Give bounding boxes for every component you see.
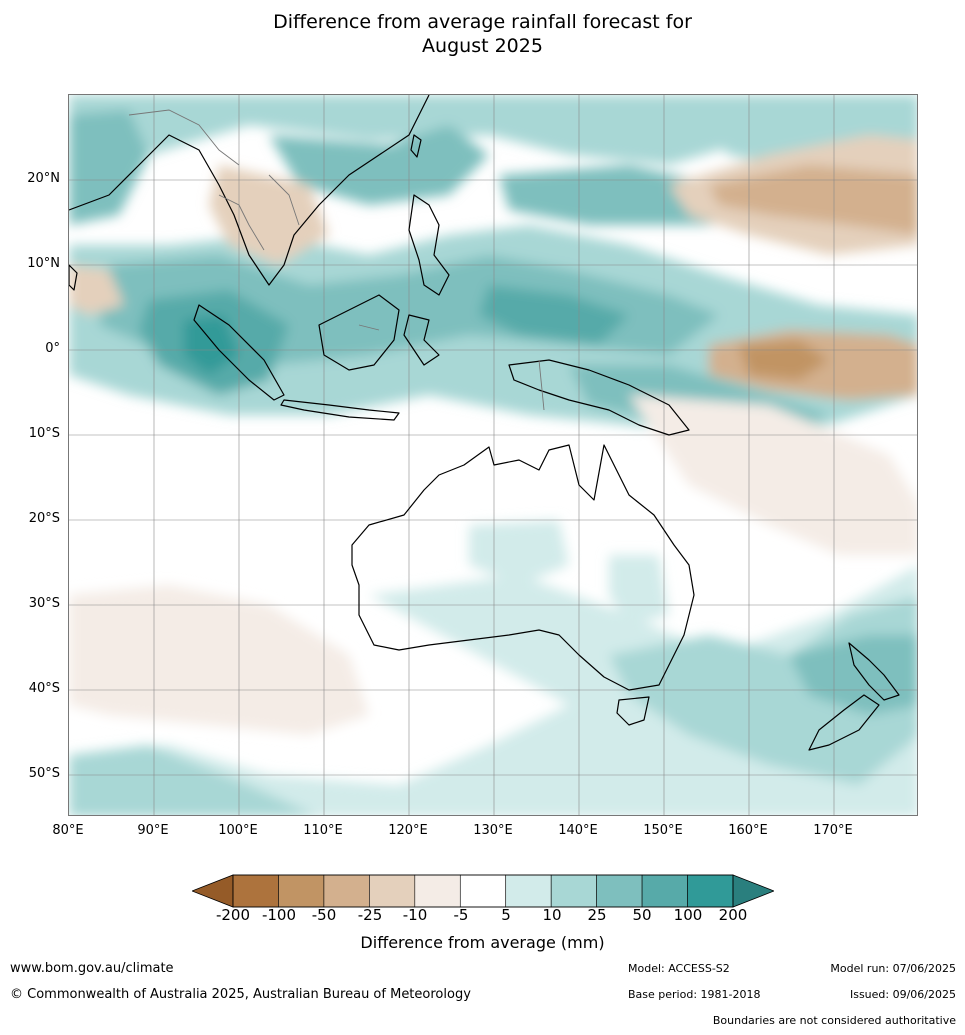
base-period: Base period: 1981-2018: [628, 988, 761, 1001]
country-boundaries: [128, 109, 545, 411]
lon-label-90e: 90°E: [137, 823, 169, 838]
lat-label-10n: 10°N: [27, 256, 60, 271]
asia-mainland: [69, 95, 430, 286]
lon-label-140e: 140°E: [558, 823, 598, 838]
lon-label-80e: 80°E: [52, 823, 84, 838]
colorbar-bin-6: [505, 874, 552, 908]
colorbar-frame: [232, 874, 734, 908]
lat-label-equator: 0°: [45, 341, 60, 356]
lon-label-130e: 130°E: [473, 823, 513, 838]
lat-label-20s: 20°S: [28, 511, 60, 526]
colorbar-label-5: -5: [453, 906, 469, 924]
anomaly-field: [69, 95, 917, 815]
colorbar-bin-1: [278, 874, 325, 908]
colorbar-label-6: 5: [501, 906, 511, 924]
colorbar-bin-9: [641, 874, 688, 908]
wet-region-coast-se: [609, 555, 669, 625]
colorbar-bin-3: [369, 874, 416, 908]
taiwan-outline: [410, 134, 422, 158]
colorbar-title: Difference from average (mm): [360, 933, 605, 952]
wet-region-core-pacific: [479, 285, 629, 345]
lat-label-10s: 10°S: [28, 426, 60, 441]
sumatra-outline: [193, 304, 285, 401]
chart-title: Difference from average rainfall forecas…: [0, 10, 965, 58]
colorbar: [192, 874, 774, 908]
dry-region-southern-indian-ocean-light: [69, 585, 369, 735]
lat-label-40s: 40°S: [28, 681, 60, 696]
boundaries-disclaimer: Boundaries are not considered authoritat…: [712, 1014, 956, 1027]
colorbar-label-0: -200: [215, 906, 251, 924]
wet-region-core-sumatra-inner: [184, 315, 239, 375]
colorbar-label-1: -100: [261, 906, 297, 924]
colorbar-label-8: 25: [587, 906, 607, 924]
australia-outline: [351, 444, 695, 691]
colorbar-label-10: 100: [673, 906, 703, 924]
new-guinea-outline: [508, 359, 690, 436]
model-run-date: Model run: 07/06/2025: [830, 962, 956, 975]
java-outline: [280, 399, 400, 421]
coastlines: [69, 95, 900, 751]
lon-label-150e: 150°E: [643, 823, 683, 838]
lon-label-120e: 120°E: [388, 823, 428, 838]
colorbar-label-7: 10: [542, 906, 562, 924]
tasmania-outline: [616, 696, 650, 726]
wet-region-south-indian: [69, 745, 315, 815]
lat-label-30s: 30°S: [28, 596, 60, 611]
colorbar-extend-high: [732, 874, 774, 908]
lon-label-160e: 160°E: [728, 823, 768, 838]
lon-label-170e: 170°E: [813, 823, 853, 838]
colorbar-label-3: -25: [357, 906, 383, 924]
philippines-outline: [408, 194, 450, 296]
colorbar-label-2: -50: [311, 906, 337, 924]
map-canvas: [69, 95, 917, 815]
borneo-outline: [318, 294, 400, 371]
dry-region-sw-pacific-light: [629, 395, 917, 555]
colorbar-bin-7: [550, 874, 597, 908]
colorbar-bins: [232, 874, 734, 908]
wet-region-northwest: [69, 110, 149, 225]
dry-region-arabian-east: [69, 265, 124, 315]
wet-region-southern-ocean-core: [789, 635, 917, 715]
colorbar-bin-0: [232, 874, 279, 908]
colorbar-bin-2: [323, 874, 370, 908]
colorbar-bin-10: [687, 874, 734, 908]
new-zealand-north: [848, 642, 900, 701]
website-link[interactable]: www.bom.gov.au/climate: [10, 961, 174, 976]
graticule: [69, 95, 917, 815]
sulawesi-outline: [403, 314, 440, 366]
colorbar-label-9: 50: [632, 906, 652, 924]
issued-date: Issued: 09/06/2025: [849, 988, 956, 1001]
sri-lanka-outline: [69, 264, 78, 291]
dry-region-north-pacific-core: [709, 165, 917, 235]
colorbar-bin-4: [414, 874, 461, 908]
lat-label-50s: 50°S: [28, 766, 60, 781]
rainfall-map[interactable]: [68, 94, 918, 816]
copyright-text: © Commonwealth of Australia 2025, Austra…: [10, 987, 471, 1002]
colorbar-bin-8: [596, 874, 643, 908]
wet-region-southern-ocean: [69, 566, 917, 815]
lat-label-20n: 20°N: [27, 171, 60, 186]
colorbar-bin-5: [459, 874, 507, 908]
colorbar-label-11: 200: [718, 906, 748, 924]
model-name: Model: ACCESS-S2: [628, 962, 730, 975]
lon-label-110e: 110°E: [303, 823, 343, 838]
colorbar-extend-low: [192, 874, 234, 908]
title-line-1: Difference from average rainfall forecas…: [273, 11, 692, 33]
title-line-2: August 2025: [422, 35, 543, 57]
colorbar-label-4: -10: [402, 906, 428, 924]
wet-region-inland: [469, 520, 569, 585]
lon-label-100e: 100°E: [218, 823, 258, 838]
new-zealand-south: [808, 694, 880, 751]
